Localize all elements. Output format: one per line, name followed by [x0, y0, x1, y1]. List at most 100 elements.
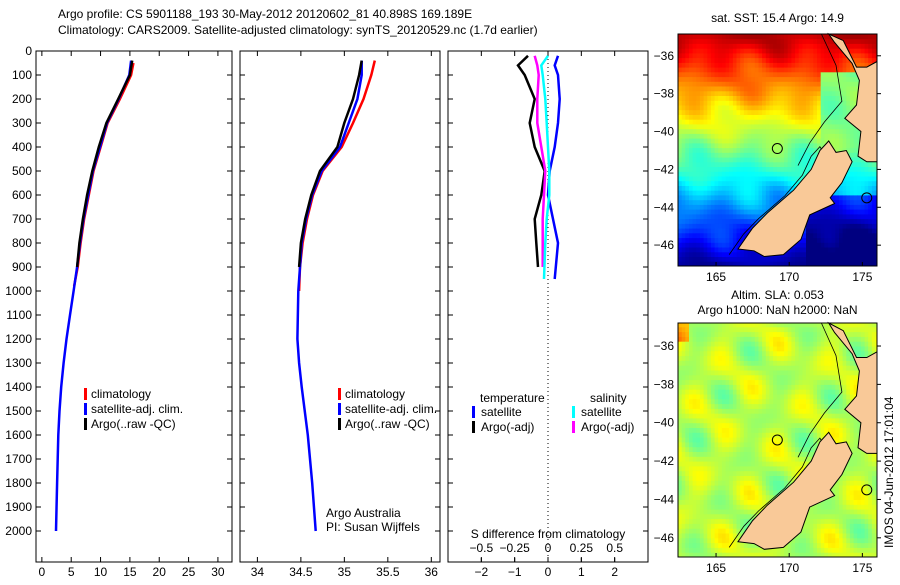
y-tick-label: 700: [12, 212, 32, 226]
y-tick-label: 300: [12, 116, 32, 130]
map-y-tick-label: −36: [654, 339, 675, 353]
legend-swatch: [338, 403, 341, 415]
map-y-tick-label: −42: [654, 162, 675, 176]
series-line-satellite-adj-clim-: [297, 61, 361, 531]
series-line-satellite-adj-clim-: [56, 61, 131, 531]
x2-axis-label: S difference from climatology: [471, 527, 626, 541]
x-tick-label: 30: [211, 565, 225, 579]
x-tick-label: 15: [123, 565, 137, 579]
y-tick-label: 2000: [5, 524, 32, 538]
y-tick-label: 1000: [5, 284, 32, 298]
x-tick-label: 1: [578, 565, 585, 579]
salinity-panel: 3434.53535.536salinityclimatologysatelli…: [240, 51, 440, 580]
y-tick-label: 1800: [5, 476, 32, 490]
y-tick-label: 800: [12, 236, 32, 250]
x-tick-label: 36: [425, 565, 439, 579]
y-tick-label: 1600: [5, 428, 32, 442]
map-x-tick-label: 170: [779, 270, 799, 284]
legend-entry: Argo(..raw -QC): [91, 417, 176, 431]
map-x-tick-label: 175: [852, 561, 872, 575]
x-tick-label: 35.5: [376, 565, 400, 579]
map-subtitle: Argo h1000: NaN h2000: NaN: [697, 303, 857, 317]
legend-swatch: [472, 406, 475, 418]
credit-line-2: PI: Susan Wijffels: [326, 520, 420, 534]
legend-swatch: [572, 406, 575, 418]
y-tick-label: 1900: [5, 500, 32, 514]
legend-entry: satellite: [581, 405, 622, 419]
x-tick-label: 35: [338, 565, 352, 579]
y-tick-label: 100: [12, 68, 32, 82]
x-tick-label: −1: [508, 565, 522, 579]
legend-entry: Argo(..raw -QC): [345, 417, 430, 431]
y-tick-label: 400: [12, 140, 32, 154]
map-x-tick-label: 165: [706, 561, 726, 575]
legend-entry: satellite-adj. clim.: [345, 402, 437, 416]
x-tick-label: 25: [182, 565, 196, 579]
y-tick-label: 1400: [5, 380, 32, 394]
map-title: Altim. SLA: 0.053: [731, 288, 824, 302]
series-line-climatology: [74, 63, 133, 286]
map-y-tick-label: −46: [654, 531, 675, 545]
map-y-tick-label: −40: [654, 125, 675, 139]
map-y-tick-label: −42: [654, 454, 675, 468]
axes-frame: [240, 51, 440, 562]
axes-frame: [36, 51, 232, 562]
title-line-2: Climatology: CARS2009. Satellite-adjuste…: [58, 23, 538, 37]
y-tick-label: 1100: [6, 308, 32, 322]
legend-swatch: [472, 421, 475, 433]
x2-tick-label: −0.25: [499, 541, 530, 555]
legend-entry: climatology: [91, 387, 151, 401]
title-line-1: Argo profile: CS 5901188_193 30-May-2012…: [58, 7, 472, 21]
credit-line-1: Argo Australia: [326, 506, 401, 520]
x2-tick-label: 0.25: [570, 541, 594, 555]
legend-entry: Argo(-adj): [481, 420, 534, 434]
map-y-tick-label: −44: [654, 492, 675, 506]
x-tick-label: 0: [39, 565, 46, 579]
x-tick-label: 0: [545, 565, 552, 579]
legend-entry: satellite-adj. clim.: [91, 402, 183, 416]
x-tick-label: 5: [68, 565, 75, 579]
y-tick-label: 1700: [5, 452, 32, 466]
legend-group-title: temperature: [480, 391, 545, 405]
legend-swatch: [84, 403, 87, 415]
y-tick-label: 500: [12, 164, 32, 178]
legend-swatch: [84, 418, 87, 430]
y-tick-label: 900: [12, 260, 32, 274]
x-tick-label: 34: [251, 565, 265, 579]
difference-panel: −2−1012T difference from climatology−0.5…: [448, 51, 648, 580]
x2-tick-label: 0: [545, 541, 552, 555]
y-tick-label: 1300: [5, 356, 32, 370]
map-x-tick-label: 175: [852, 270, 872, 284]
map-y-tick-label: −36: [654, 49, 675, 63]
y-tick-label: 0: [25, 44, 32, 58]
x2-tick-label: 0.5: [606, 541, 623, 555]
y-tick-label: 1200: [5, 332, 32, 346]
y-tick-label: 600: [12, 188, 32, 202]
series-line-climatology: [299, 61, 375, 291]
timestamp-stamp: IMOS 04-Jun-2012 17:01:04: [882, 396, 896, 548]
legend-entry: satellite: [481, 405, 522, 419]
legend-swatch: [572, 421, 575, 433]
legend-swatch: [338, 418, 341, 430]
x-tick-label: 34.5: [289, 565, 313, 579]
map-y-tick-label: −44: [654, 200, 675, 214]
series-line-t-argo-adj-: [518, 56, 545, 267]
legend-swatch: [338, 388, 341, 400]
legend-swatch: [84, 388, 87, 400]
map-y-tick-label: −38: [654, 87, 675, 101]
temperature-panel: 051015202530temperature (deg C)010020030…: [5, 44, 232, 580]
legend-entry: Argo(-adj): [581, 420, 634, 434]
map-title: sat. SST: 15.4 Argo: 14.9: [711, 11, 844, 25]
x-tick-label: 2: [611, 565, 618, 579]
series-line-argo-raw-qc-: [299, 61, 362, 267]
legend-group-title: salinity: [590, 391, 627, 405]
legend-entry: climatology: [345, 387, 405, 401]
y-tick-label: 1500: [5, 404, 32, 418]
x-tick-label: 20: [153, 565, 167, 579]
map-x-tick-label: 165: [706, 270, 726, 284]
map-y-tick-label: −38: [654, 377, 675, 391]
x-tick-label: 10: [94, 565, 108, 579]
